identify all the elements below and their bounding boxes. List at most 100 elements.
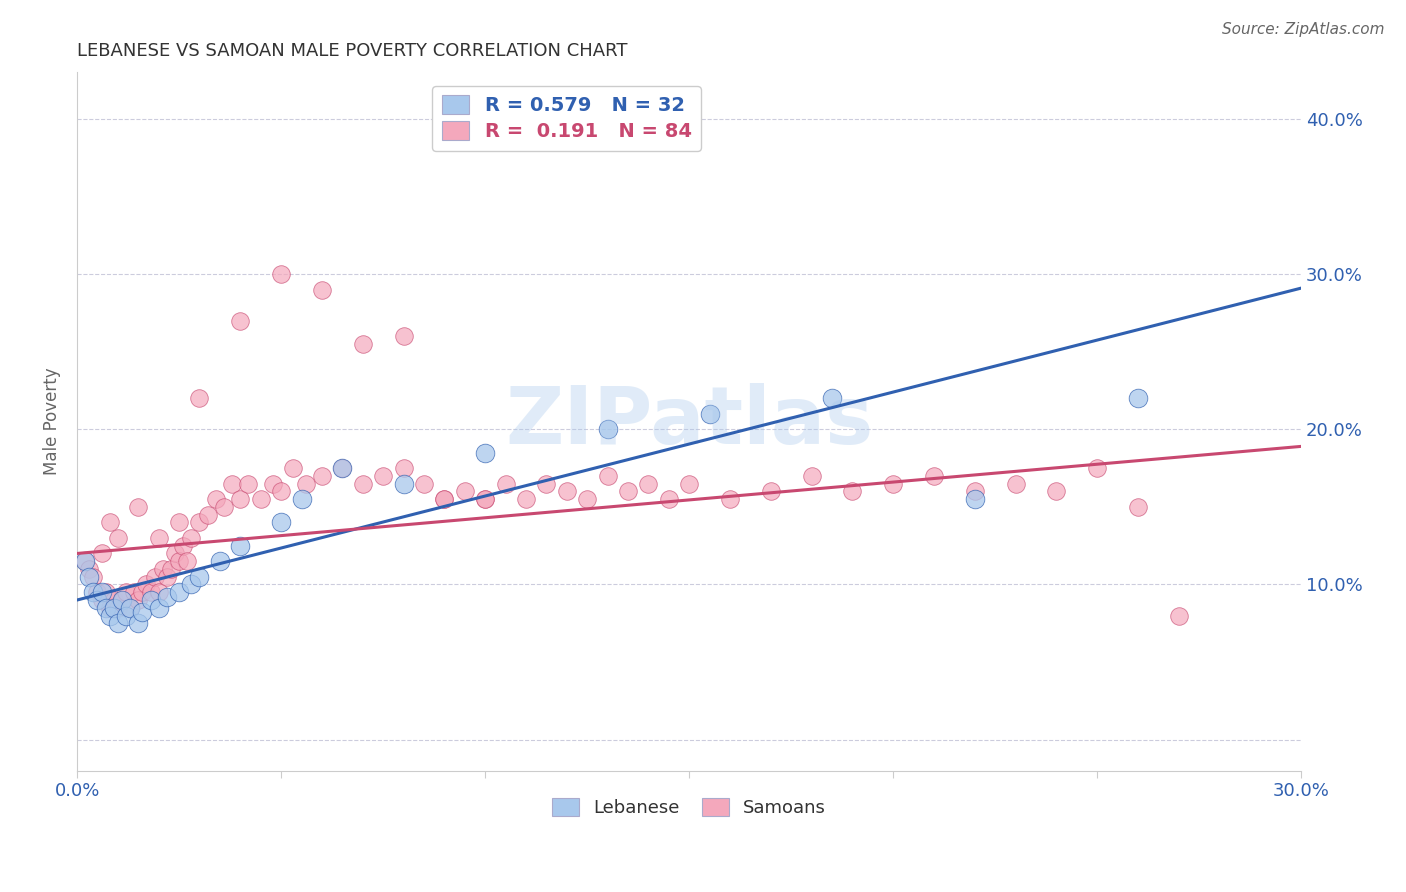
Point xyxy=(167,516,190,530)
Point xyxy=(283,461,305,475)
Point xyxy=(212,500,235,514)
Point xyxy=(617,484,640,499)
Point xyxy=(270,484,292,499)
Point xyxy=(454,484,477,499)
Point xyxy=(120,600,142,615)
Point xyxy=(79,570,101,584)
Point xyxy=(107,600,129,615)
Point xyxy=(107,531,129,545)
Point xyxy=(204,492,226,507)
Point xyxy=(718,492,741,507)
Point xyxy=(800,468,823,483)
Point xyxy=(79,562,101,576)
Point xyxy=(678,476,700,491)
Point xyxy=(86,593,108,607)
Point xyxy=(148,600,170,615)
Point xyxy=(1045,484,1067,499)
Point xyxy=(103,593,125,607)
Point xyxy=(352,476,374,491)
Point xyxy=(188,392,211,406)
Point xyxy=(249,492,271,507)
Point xyxy=(172,539,194,553)
Point xyxy=(1085,461,1108,475)
Point xyxy=(75,554,97,568)
Point xyxy=(156,590,179,604)
Point xyxy=(90,546,112,560)
Point xyxy=(229,492,252,507)
Point xyxy=(596,468,619,483)
Point xyxy=(658,492,681,507)
Point xyxy=(127,616,149,631)
Point xyxy=(122,585,145,599)
Text: ZIPatlas: ZIPatlas xyxy=(505,383,873,460)
Point xyxy=(115,585,138,599)
Point xyxy=(188,570,211,584)
Point xyxy=(131,585,153,599)
Point xyxy=(111,593,134,607)
Point xyxy=(82,570,104,584)
Point xyxy=(294,476,316,491)
Point xyxy=(699,407,721,421)
Text: Source: ZipAtlas.com: Source: ZipAtlas.com xyxy=(1222,22,1385,37)
Point xyxy=(139,593,162,607)
Point xyxy=(167,585,190,599)
Point xyxy=(107,616,129,631)
Point xyxy=(238,476,260,491)
Point xyxy=(576,492,599,507)
Point xyxy=(262,476,284,491)
Point xyxy=(474,492,496,507)
Point xyxy=(103,600,125,615)
Point xyxy=(160,562,183,576)
Point xyxy=(392,476,415,491)
Point xyxy=(392,329,415,343)
Point xyxy=(270,267,292,281)
Point xyxy=(188,516,211,530)
Point xyxy=(139,585,162,599)
Point xyxy=(1167,608,1189,623)
Point xyxy=(1126,392,1149,406)
Point xyxy=(596,422,619,436)
Point xyxy=(115,608,138,623)
Point xyxy=(180,577,202,591)
Point xyxy=(1126,500,1149,514)
Point xyxy=(94,600,117,615)
Point xyxy=(311,283,333,297)
Point xyxy=(135,577,157,591)
Point xyxy=(352,337,374,351)
Point xyxy=(75,554,97,568)
Point xyxy=(229,539,252,553)
Point xyxy=(98,600,121,615)
Text: LEBANESE VS SAMOAN MALE POVERTY CORRELATION CHART: LEBANESE VS SAMOAN MALE POVERTY CORRELAT… xyxy=(77,42,627,60)
Point xyxy=(143,570,166,584)
Point xyxy=(759,484,782,499)
Point xyxy=(221,476,243,491)
Point xyxy=(1004,476,1026,491)
Point xyxy=(127,500,149,514)
Point xyxy=(555,484,578,499)
Y-axis label: Male Poverty: Male Poverty xyxy=(44,368,60,475)
Point xyxy=(131,606,153,620)
Point xyxy=(98,516,121,530)
Point xyxy=(148,531,170,545)
Point xyxy=(82,585,104,599)
Point xyxy=(392,461,415,475)
Point xyxy=(963,484,986,499)
Point xyxy=(176,554,198,568)
Point xyxy=(163,546,186,560)
Point xyxy=(127,593,149,607)
Point xyxy=(330,461,353,475)
Point xyxy=(536,476,558,491)
Point xyxy=(94,585,117,599)
Point xyxy=(474,445,496,459)
Point xyxy=(167,554,190,568)
Point xyxy=(98,608,121,623)
Point xyxy=(111,593,134,607)
Point xyxy=(841,484,863,499)
Point xyxy=(180,531,202,545)
Point xyxy=(330,461,353,475)
Point xyxy=(90,585,112,599)
Point xyxy=(148,585,170,599)
Point xyxy=(515,492,537,507)
Point xyxy=(882,476,904,491)
Point xyxy=(371,468,394,483)
